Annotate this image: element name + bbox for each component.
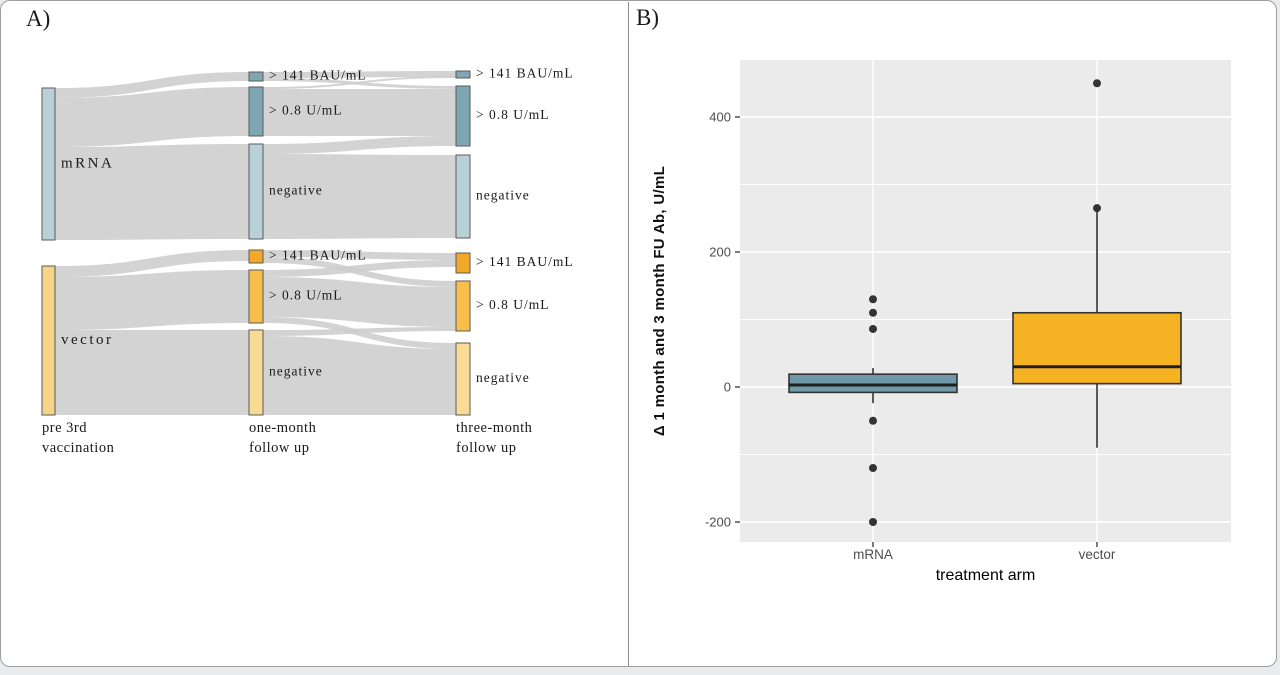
sankey-node-label-m1-08-mrna: > 0.8 U/mL <box>269 103 343 118</box>
sankey-axis-label-col0: vaccination <box>42 440 115 456</box>
sankey-axis-label-col1: one-month <box>249 420 317 436</box>
outlier-dot-vector <box>1093 79 1101 88</box>
sankey-flow <box>55 72 249 98</box>
sankey-node-m1-neg-mrna <box>248 143 264 240</box>
sankey-node-m1-141-mrna <box>248 71 264 82</box>
outlier-dot-mRNA <box>869 295 877 304</box>
sankey-node-m1-08-vector <box>248 269 264 324</box>
x-tick-label: vector <box>1079 547 1116 562</box>
panel-b-tag: B) <box>636 5 659 30</box>
sankey-flow <box>55 87 249 147</box>
sankey-node-pre-vector <box>41 265 56 416</box>
sankey-node-m3-08-mrna <box>455 85 471 147</box>
sankey-node-label-m3-141-vector: > 141 BAU/mL <box>476 254 574 269</box>
y-tick-label: 200 <box>709 245 731 260</box>
sankey-flow <box>263 89 456 136</box>
sankey-flow <box>263 136 456 154</box>
sankey-node-m1-141-vector <box>248 249 264 264</box>
sankey-flow <box>263 71 456 78</box>
panel-divider <box>628 2 629 666</box>
boxplot-box-mRNA <box>788 373 958 394</box>
sankey-flow <box>263 327 456 336</box>
sankey-flow <box>263 277 456 327</box>
sankey-flow <box>55 144 249 240</box>
sankey-node-m3-neg-vector <box>455 342 471 416</box>
sankey-node-label-m1-neg-mrna: negative <box>269 183 323 198</box>
sankey-axis-label-col2: follow up <box>456 440 516 456</box>
sankey-flow <box>263 250 456 260</box>
sankey-node-label-m3-08-mrna: > 0.8 U/mL <box>476 107 550 122</box>
sankey-node-label-m1-08-vector: > 0.8 U/mL <box>269 288 343 303</box>
boxplot-box-vector <box>1012 311 1182 385</box>
outlier-dot-mRNA <box>869 464 877 472</box>
sankey-node-pre-mrna <box>41 87 56 241</box>
sankey-node-label-m3-141-mrna: > 141 BAU/mL <box>476 66 574 81</box>
sankey-flow <box>263 154 456 239</box>
outlier-dot-mRNA <box>869 308 877 317</box>
sankey-node-m1-08-mrna <box>248 86 264 137</box>
sankey-node-label-m1-neg-vector: negative <box>269 364 323 379</box>
outlier-dot-mRNA <box>869 518 877 526</box>
sankey-flow <box>55 250 249 277</box>
x-axis-title: treatment arm <box>936 567 1036 584</box>
y-axis-title: Δ 1 month and 3 month FU Ab, U/mL <box>651 166 668 436</box>
y-tick-label: -200 <box>705 515 731 530</box>
outlier-dot-mRNA <box>869 324 877 333</box>
sankey-node-label-m3-neg-mrna: negative <box>476 188 530 203</box>
sankey-node-m3-08-vector <box>455 280 471 332</box>
sankey-flow <box>263 76 456 89</box>
y-tick-label: 0 <box>724 380 731 395</box>
sankey-node-m1-neg-vector <box>248 329 264 416</box>
sankey-flow <box>263 336 456 415</box>
sankey-node-label-m1-141-mrna: > 141 BAU/mL <box>269 68 367 83</box>
sankey-node-m3-141-mrna <box>455 70 471 79</box>
sankey-flow <box>263 260 456 277</box>
y-tick-label: 400 <box>709 110 731 125</box>
sankey-node-label-m3-08-vector: > 0.8 U/mL <box>476 297 550 312</box>
plot-background <box>740 60 1231 542</box>
sankey-axis-label-col2: three-month <box>456 420 533 436</box>
sankey-flow <box>55 330 249 415</box>
outlier-dot-mRNA <box>869 416 877 425</box>
sankey-node-label-m3-neg-vector: negative <box>476 370 530 385</box>
panel-a-tag: A) <box>26 6 51 31</box>
x-tick-label: mRNA <box>853 547 893 562</box>
sankey-node-m3-141-vector <box>455 252 471 274</box>
outlier-dot-vector <box>1093 204 1101 213</box>
sankey-node-label-pre-mrna: mRNA <box>61 155 114 171</box>
sankey-axis-label-col0: pre 3rd <box>42 420 87 436</box>
sankey-node-label-m1-141-vector: > 141 BAU/mL <box>269 248 367 263</box>
sankey-node-label-pre-vector: vector <box>61 332 113 348</box>
sankey-node-m3-neg-mrna <box>455 154 471 239</box>
sankey-flow <box>55 270 249 330</box>
sankey-axis-label-col1: follow up <box>249 440 309 456</box>
